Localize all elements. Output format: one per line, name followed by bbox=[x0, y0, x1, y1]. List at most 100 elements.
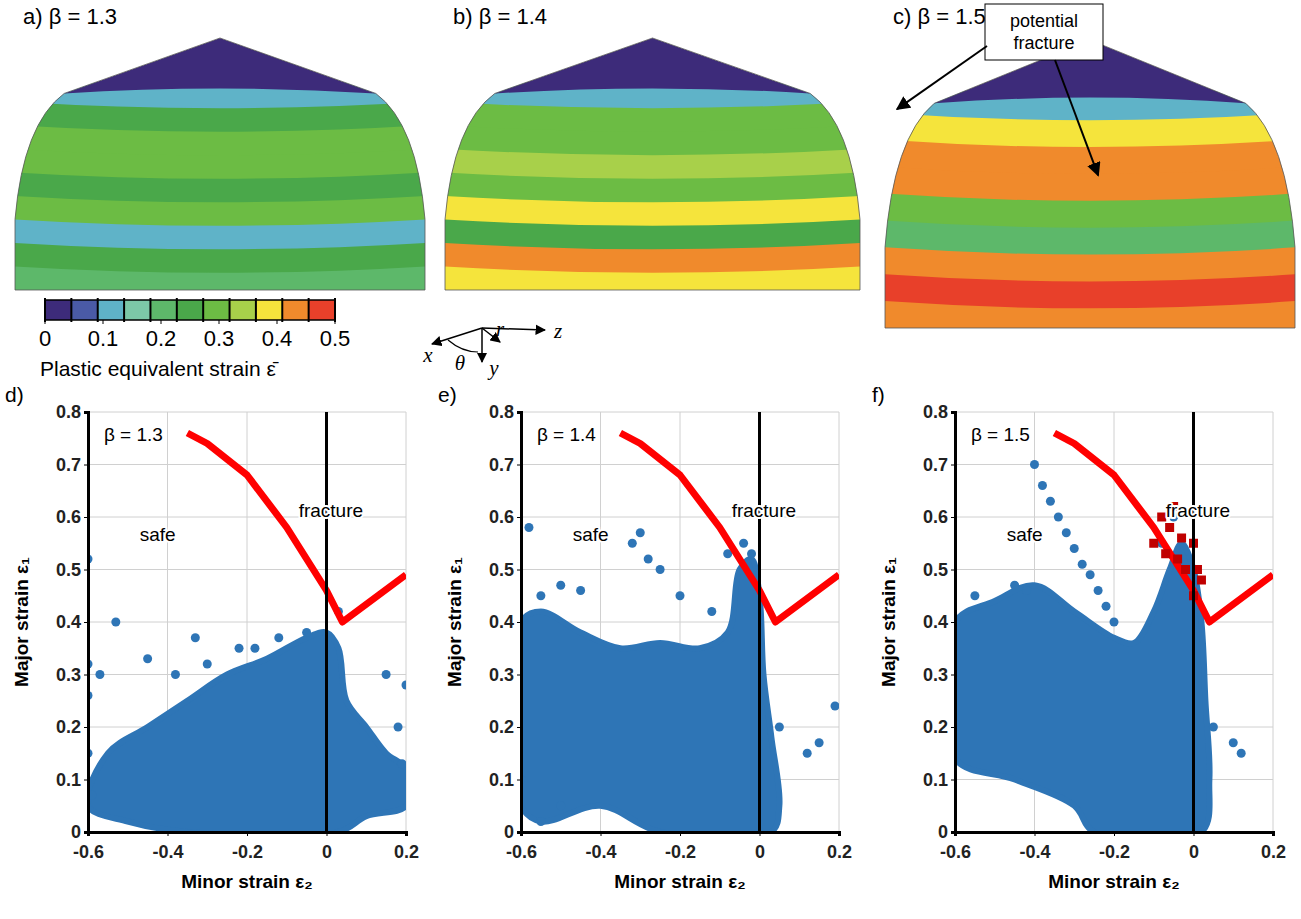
tick-label: 0.7 bbox=[56, 455, 81, 475]
tick: 0 bbox=[755, 832, 765, 862]
panel-letter: d) bbox=[5, 383, 24, 406]
tick-mark bbox=[951, 412, 955, 413]
point bbox=[402, 681, 407, 690]
point bbox=[1102, 602, 1111, 611]
tick: 0.7 bbox=[923, 455, 955, 475]
colorbar-segment bbox=[203, 300, 230, 320]
point bbox=[576, 586, 585, 595]
y-axis-title: Major strain ε₁ bbox=[878, 557, 899, 687]
colorbar-segment bbox=[282, 300, 309, 320]
tick-label: 0.6 bbox=[489, 507, 514, 527]
contour-cap bbox=[495, 38, 810, 93]
icon-label: θ bbox=[455, 351, 465, 375]
colorbar-tick-label: 0.3 bbox=[204, 326, 235, 351]
contour-band bbox=[445, 102, 860, 133]
tick-mark bbox=[951, 675, 955, 676]
tick-label: 0.1 bbox=[923, 770, 948, 790]
tick: 0.5 bbox=[489, 560, 521, 580]
plot-annotation: fracture bbox=[299, 500, 363, 521]
point bbox=[524, 523, 533, 532]
point bbox=[1022, 586, 1031, 595]
tick-label: 0.6 bbox=[56, 507, 81, 527]
tick-mark bbox=[951, 570, 955, 571]
tick-label: 0.2 bbox=[1261, 842, 1286, 862]
colorbar-separator bbox=[308, 298, 310, 322]
tick-label: 0 bbox=[322, 842, 332, 862]
scatter-panel: -0.6-0.4-0.200.200.10.20.30.40.50.60.70.… bbox=[438, 383, 852, 892]
panel-title: a) β = 1.3 bbox=[23, 4, 117, 29]
tick: -0.4 bbox=[585, 832, 616, 862]
tick: -0.4 bbox=[1019, 832, 1050, 862]
tick: 0.3 bbox=[489, 665, 521, 685]
point bbox=[1038, 481, 1047, 490]
x-axis-title: Minor strain ε₂ bbox=[181, 871, 312, 892]
tick: 0.8 bbox=[489, 402, 521, 422]
tick-mark bbox=[517, 465, 521, 466]
tick-label: 0.2 bbox=[394, 842, 419, 862]
tick-mark bbox=[951, 465, 955, 466]
point bbox=[1062, 528, 1071, 537]
tick-mark bbox=[247, 832, 248, 836]
contour-band bbox=[15, 149, 425, 180]
axes-icon: xθyrz bbox=[422, 317, 562, 380]
annotation-box bbox=[985, 4, 1103, 60]
point bbox=[739, 539, 748, 548]
panel-title: c) β = 1.5 bbox=[893, 4, 986, 29]
point bbox=[636, 528, 645, 537]
tick-label: -0.6 bbox=[73, 842, 104, 862]
colorbar-segment bbox=[256, 300, 283, 320]
tick-label: -0.2 bbox=[1099, 842, 1130, 862]
tick: 0 bbox=[1189, 832, 1199, 862]
contour-band bbox=[15, 125, 425, 156]
colorbar-tick bbox=[103, 320, 104, 324]
reference-line bbox=[758, 412, 761, 832]
x-axis-title: Minor strain ε₂ bbox=[614, 871, 745, 892]
annotation-arrow bbox=[1055, 60, 1098, 175]
contour-panel bbox=[885, 40, 1295, 336]
point bbox=[250, 644, 259, 653]
contour-cap bbox=[64, 38, 376, 93]
colorbar-tick-label: 0.4 bbox=[262, 326, 293, 351]
grid-line bbox=[521, 569, 839, 570]
colorbar-tick bbox=[335, 320, 336, 324]
colorbar: 00.10.20.30.40.5Plastic equivalent strai… bbox=[39, 298, 350, 380]
tick: 0.6 bbox=[923, 507, 955, 527]
plot-annotation: fracture bbox=[1166, 500, 1230, 521]
point bbox=[1237, 749, 1246, 758]
contour-body bbox=[445, 38, 860, 297]
colorbar-tick bbox=[277, 320, 278, 324]
colorbar-title: Plastic equivalent strain ε̄ bbox=[40, 357, 279, 380]
panel-title: b) β = 1.4 bbox=[453, 4, 547, 29]
tick-label: 0.4 bbox=[489, 612, 514, 632]
point bbox=[398, 759, 406, 768]
point bbox=[1070, 544, 1079, 553]
tick: -0.4 bbox=[152, 832, 183, 862]
axis-line bbox=[951, 413, 956, 833]
point bbox=[707, 607, 716, 616]
tick-mark bbox=[760, 832, 761, 836]
tick-label: 0 bbox=[504, 822, 514, 842]
tick-label: 0.6 bbox=[923, 507, 948, 527]
x-axis: -0.6-0.4-0.200.2 bbox=[940, 832, 1286, 862]
tick: 0.8 bbox=[923, 402, 955, 422]
tick-label: 0.2 bbox=[923, 717, 948, 737]
colorbar-tick bbox=[45, 320, 46, 324]
scatter-panel: -0.6-0.4-0.200.200.10.20.30.40.50.60.70.… bbox=[872, 383, 1286, 892]
tick: -0.2 bbox=[665, 832, 696, 862]
point bbox=[970, 591, 979, 600]
tick: 0.4 bbox=[923, 612, 955, 632]
point bbox=[556, 801, 565, 810]
tick-mark bbox=[517, 727, 521, 728]
tick-label: -0.4 bbox=[152, 842, 183, 862]
point bbox=[556, 581, 565, 590]
point bbox=[1054, 513, 1063, 522]
tick: 0.6 bbox=[56, 507, 88, 527]
contour-panel bbox=[445, 38, 860, 297]
contour-band bbox=[885, 113, 1295, 148]
tick-label: 0.5 bbox=[923, 560, 948, 580]
colorbar-segment bbox=[230, 300, 257, 320]
point bbox=[656, 565, 665, 574]
colorbar-separator bbox=[176, 298, 178, 322]
plot-annotation: safe bbox=[1007, 524, 1043, 545]
tick-label: 0.2 bbox=[827, 842, 852, 862]
